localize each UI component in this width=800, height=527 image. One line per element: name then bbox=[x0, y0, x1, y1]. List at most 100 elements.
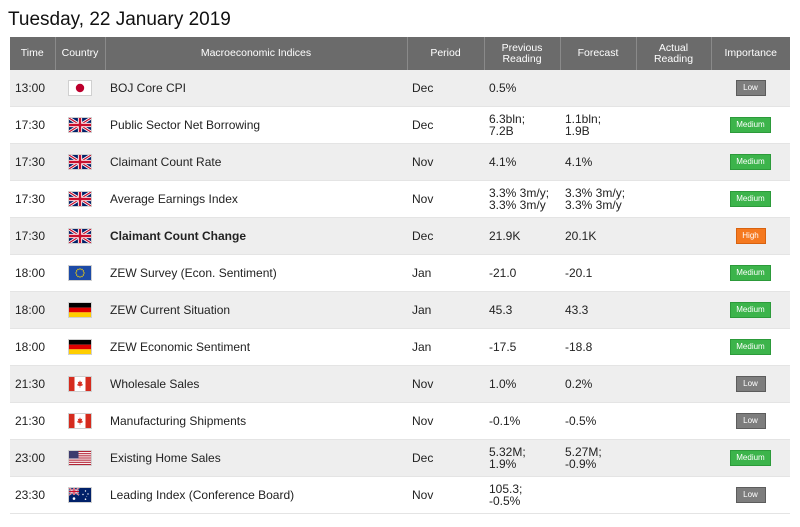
time-cell: 23:30 bbox=[10, 476, 55, 514]
time-cell: 23:00 bbox=[10, 439, 55, 477]
forecast-cell: 5.27M; -0.9% bbox=[560, 439, 636, 477]
forecast-cell-line: 4.1% bbox=[565, 155, 593, 169]
importance-badge: Medium bbox=[730, 450, 771, 466]
forecast-cell-line: 3.3% 3m/y bbox=[565, 198, 622, 212]
previous-reading-cell: 4.1% bbox=[484, 143, 560, 181]
forecast-cell-line: 1.1bln; bbox=[565, 112, 602, 126]
forecast-cell: 3.3% 3m/y; 3.3% 3m/y bbox=[560, 180, 636, 218]
importance-cell: Medium bbox=[711, 180, 790, 218]
period-cell: Dec bbox=[407, 106, 484, 144]
previous-reading-cell-line: 3.3% 3m/y bbox=[489, 198, 546, 212]
table-row: 18:00 ZEW Current Situation Jan 45.3 43.3 Med… bbox=[10, 291, 790, 329]
indicator-name: ZEW Survey (Econ. Sentiment) bbox=[105, 254, 407, 292]
forecast-cell-line: 5.27M; bbox=[565, 445, 602, 459]
previous-reading-cell-line: 7.2B bbox=[489, 124, 514, 138]
period-cell: Jan bbox=[407, 328, 484, 366]
japan-flag-icon bbox=[69, 81, 91, 95]
importance-badge: Medium bbox=[730, 191, 771, 207]
actual-reading-cell bbox=[636, 439, 711, 477]
country-cell bbox=[55, 143, 105, 181]
forecast-cell: 1.1bln; 1.9B bbox=[560, 106, 636, 144]
importance-cell: Low bbox=[711, 402, 790, 440]
previous-reading-cell: -0.1% bbox=[484, 402, 560, 440]
previous-reading-cell: 0.5% bbox=[484, 70, 560, 107]
column-header-forecast: Forecast bbox=[560, 37, 637, 70]
column-header-previous: Previous Reading bbox=[484, 37, 561, 70]
indicator-name: Average Earnings Index bbox=[105, 180, 407, 218]
previous-reading-cell-line: 4.1% bbox=[489, 155, 517, 169]
table-row: 13:00 BOJ Core CPI Dec 0.5% Low bbox=[10, 70, 790, 107]
australia-flag-icon bbox=[69, 488, 91, 502]
importance-cell: Medium bbox=[711, 143, 790, 181]
actual-reading-cell bbox=[636, 254, 711, 292]
actual-reading-cell bbox=[636, 402, 711, 440]
column-header-time: Time bbox=[10, 37, 56, 70]
uk-flag-icon bbox=[69, 229, 91, 243]
importance-badge: Low bbox=[735, 487, 766, 503]
table-row: 18:00 ZEW Economic Sentiment Jan -17.5 -18.8… bbox=[10, 328, 790, 366]
time-cell: 13:00 bbox=[10, 70, 55, 107]
importance-cell: Medium bbox=[711, 291, 790, 329]
table-row: 21:30 Manufacturing Shipments Nov -0.1% -0.5… bbox=[10, 402, 790, 440]
forecast-cell: -20.1 bbox=[560, 254, 636, 292]
period-cell: Jan bbox=[407, 254, 484, 292]
previous-reading-cell-line: 5.32M; bbox=[489, 445, 526, 459]
column-header-indices: Macroeconomic Indices bbox=[105, 37, 408, 70]
previous-reading-cell: 6.3bln; 7.2B bbox=[484, 106, 560, 144]
importance-cell: Medium bbox=[711, 106, 790, 144]
previous-reading-cell-line: 105.3; bbox=[489, 482, 523, 496]
time-cell: 17:30 bbox=[10, 180, 55, 218]
country-cell bbox=[55, 217, 105, 255]
table-row: 23:00 Existing Home Sales Dec 5.32M; 1.9% 5.2… bbox=[10, 439, 790, 477]
country-cell bbox=[55, 402, 105, 440]
actual-reading-cell bbox=[636, 70, 711, 107]
actual-reading-cell bbox=[636, 106, 711, 144]
eu-flag-icon bbox=[69, 266, 91, 280]
period-cell: Nov bbox=[407, 402, 484, 440]
page-title: Tuesday, 22 January 2019 bbox=[8, 9, 231, 30]
forecast-cell bbox=[560, 70, 636, 107]
uk-flag-icon bbox=[69, 192, 91, 206]
previous-reading-cell: 1.0% bbox=[484, 365, 560, 403]
forecast-cell: 43.3 bbox=[560, 291, 636, 329]
importance-cell: Low bbox=[711, 365, 790, 403]
importance-badge: Low bbox=[735, 413, 766, 429]
actual-reading-cell bbox=[636, 291, 711, 329]
importance-badge: Medium bbox=[730, 265, 771, 281]
period-cell: Dec bbox=[407, 217, 484, 255]
country-cell bbox=[55, 254, 105, 292]
column-header-period: Period bbox=[407, 37, 485, 70]
period-cell: Dec bbox=[407, 439, 484, 477]
period-cell: Nov bbox=[407, 476, 484, 514]
indicator-name: ZEW Economic Sentiment bbox=[105, 328, 407, 366]
table-body: 13:00 BOJ Core CPI Dec 0.5% Low 17:30 Public S… bbox=[10, 70, 790, 514]
forecast-cell: -18.8 bbox=[560, 328, 636, 366]
canada-flag-icon bbox=[69, 377, 91, 391]
forecast-cell-line: -20.1 bbox=[565, 266, 593, 280]
importance-cell: Low bbox=[711, 476, 790, 514]
column-header-actual: Actual Reading bbox=[636, 37, 712, 70]
actual-reading-cell bbox=[636, 365, 711, 403]
importance-badge: Medium bbox=[730, 339, 771, 355]
usa-flag-icon bbox=[69, 451, 91, 465]
actual-reading-cell bbox=[636, 476, 711, 514]
economic-calendar-table: Time Country Macroeconomic Indices Perio… bbox=[10, 37, 790, 514]
uk-flag-icon bbox=[69, 155, 91, 169]
indicator-name: ZEW Current Situation bbox=[105, 291, 407, 329]
germany-flag-icon bbox=[69, 303, 91, 317]
previous-reading-cell: 5.32M; 1.9% bbox=[484, 439, 560, 477]
forecast-cell-line: -18.8 bbox=[565, 340, 593, 354]
actual-reading-cell bbox=[636, 328, 711, 366]
time-cell: 21:30 bbox=[10, 365, 55, 403]
forecast-cell: -0.5% bbox=[560, 402, 636, 440]
previous-reading-cell-line: 0.5% bbox=[489, 81, 517, 95]
time-cell: 17:30 bbox=[10, 106, 55, 144]
forecast-cell: 20.1K bbox=[560, 217, 636, 255]
previous-reading-cell: 105.3; -0.5% bbox=[484, 476, 560, 514]
time-cell: 18:00 bbox=[10, 328, 55, 366]
previous-reading-cell: -17.5 bbox=[484, 328, 560, 366]
previous-reading-cell-line: 21.9K bbox=[489, 229, 521, 243]
country-cell bbox=[55, 328, 105, 366]
forecast-cell: 4.1% bbox=[560, 143, 636, 181]
importance-badge: Medium bbox=[730, 117, 771, 133]
